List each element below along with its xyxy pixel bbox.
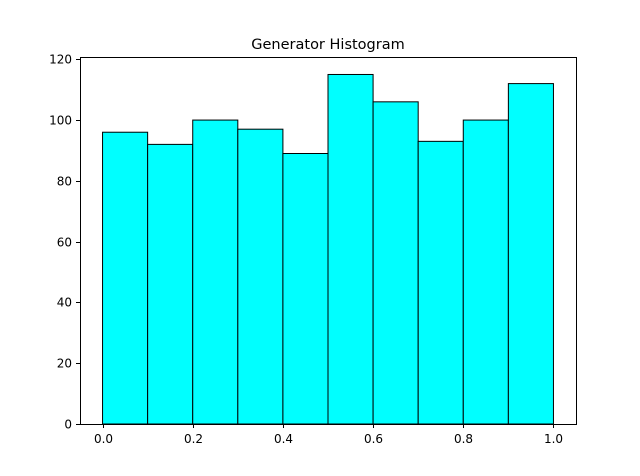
histogram-bar <box>192 119 239 425</box>
bars-group <box>102 73 554 425</box>
y-tick-label: 40 <box>57 296 72 310</box>
histogram-bar <box>327 73 374 425</box>
y-tick-label: 100 <box>49 114 72 128</box>
histogram-bar <box>282 152 329 425</box>
histogram-bar <box>507 83 554 425</box>
x-axis-ticks: 0.0 0.2 0.4 0.6 0.8 1.0 <box>94 424 563 446</box>
histogram-bar <box>102 131 149 425</box>
x-tick-label: 0.2 <box>184 432 203 446</box>
y-tick-label: 60 <box>57 236 72 250</box>
plot-frame <box>80 57 577 425</box>
histogram-bar <box>372 101 419 425</box>
histogram-bar <box>417 140 464 425</box>
histogram-bar <box>237 128 284 425</box>
x-tick-label: 0.8 <box>454 432 473 446</box>
x-tick-label: 0.4 <box>274 432 293 446</box>
y-tick-label: 120 <box>49 53 72 67</box>
y-tick-label: 80 <box>57 175 72 189</box>
histogram-bar <box>147 143 194 425</box>
x-tick-label: 0.6 <box>364 432 383 446</box>
y-tick-label: 0 <box>64 418 72 432</box>
x-tick-label: 0.0 <box>94 432 113 446</box>
histogram-bar <box>462 119 509 425</box>
x-tick-label: 1.0 <box>544 432 563 446</box>
y-axis-ticks: 0 20 40 60 80 100 120 <box>49 53 80 432</box>
chart-title: Generator Histogram <box>251 37 404 53</box>
y-tick-label: 20 <box>57 357 72 371</box>
